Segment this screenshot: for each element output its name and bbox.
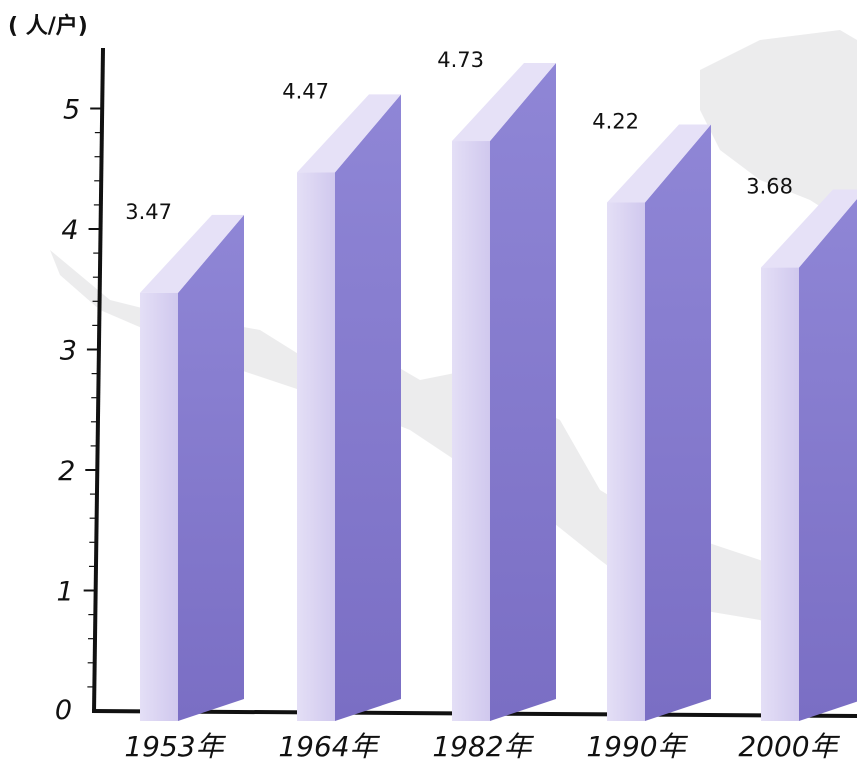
bar-2 — [452, 63, 556, 722]
bar-side-face — [645, 124, 711, 722]
x-tick-label: 1964年 — [278, 730, 380, 763]
bar-value-label: 3.68 — [746, 175, 793, 199]
bar-side-face — [178, 214, 244, 722]
bar-side-face — [799, 199, 857, 721]
bar-front-face — [297, 172, 335, 722]
bar-1 — [297, 94, 401, 722]
bar-front-face — [140, 292, 178, 721]
x-tick-label: 1953年 — [124, 730, 226, 763]
bar-3 — [607, 124, 711, 722]
bar-front-face — [452, 141, 490, 721]
y-axis-line — [92, 47, 105, 714]
bars: 3.47 4.47 4.73 4.22 3.68 — [125, 48, 857, 722]
bar-front-face — [761, 267, 799, 721]
y-tick-label: 3 — [60, 336, 77, 367]
x-tick-label: 1990年 — [586, 730, 688, 763]
x-ticks: 1953年 1964年 1982年 1990年 2000年 — [124, 730, 840, 763]
bar-value-label: 4.47 — [282, 79, 329, 103]
bar-top-face — [297, 94, 401, 173]
bar-0 — [140, 214, 244, 722]
bar-top-face — [140, 214, 244, 293]
x-tick-label: 1982年 — [432, 730, 534, 763]
y-unit-label: ( 人/户) — [8, 13, 88, 39]
bar-top-face — [607, 124, 711, 203]
y-tick-label: 5 — [63, 95, 80, 126]
bar-value-label: 4.22 — [592, 109, 639, 133]
y-ticks: 0 1 2 3 4 5 — [55, 95, 103, 726]
bar-value-label: 3.47 — [125, 200, 172, 224]
bar-4 — [761, 189, 857, 721]
bar-side-face — [490, 63, 556, 722]
y-tick-label: 1 — [56, 577, 73, 608]
bar-top-face — [452, 63, 556, 142]
bar-front-face — [607, 202, 645, 722]
x-tick-label: 2000年 — [738, 730, 840, 763]
y-tick-label: 0 — [55, 695, 72, 726]
y-tick-label: 2 — [58, 456, 75, 487]
y-tick-label: 4 — [61, 215, 78, 246]
bar-value-label: 4.73 — [437, 48, 484, 72]
bar-top-face — [761, 189, 857, 268]
bar-side-face — [335, 94, 401, 722]
